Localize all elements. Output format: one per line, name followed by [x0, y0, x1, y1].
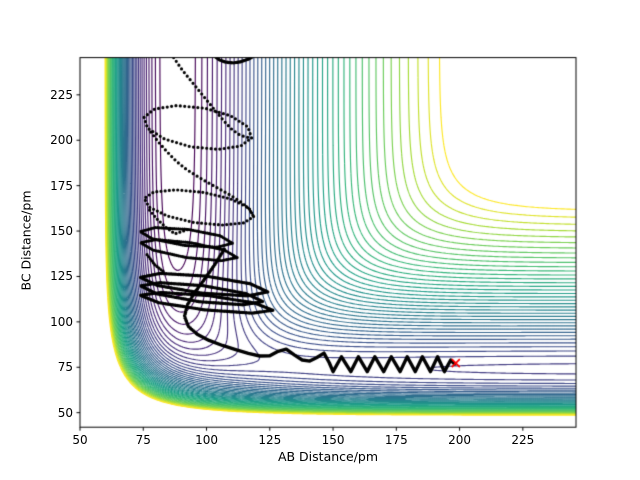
y-tick-label: 200	[50, 133, 73, 148]
x-axis-label: AB Distance/pm	[277, 449, 379, 464]
x-tick-label: 125	[258, 433, 282, 447]
x-tick-label: 50	[72, 433, 88, 447]
y-tick-label: 175	[50, 178, 73, 193]
x-tick-label: 75	[135, 433, 151, 447]
x-tick-label: 200	[448, 433, 472, 447]
x-tick-label: 150	[321, 433, 345, 447]
y-tick-label: 225	[50, 87, 73, 102]
x-tick-label: 100	[195, 433, 218, 447]
x-tick-label: 225	[511, 433, 535, 447]
y-tick-label: 75	[57, 360, 73, 375]
y-tick-label: 100	[50, 314, 73, 329]
y-tick-label: 50	[57, 405, 73, 420]
y-tick-label: 150	[50, 224, 73, 239]
x-tick-label: 175	[384, 433, 408, 447]
y-tick-label: 125	[50, 269, 73, 284]
